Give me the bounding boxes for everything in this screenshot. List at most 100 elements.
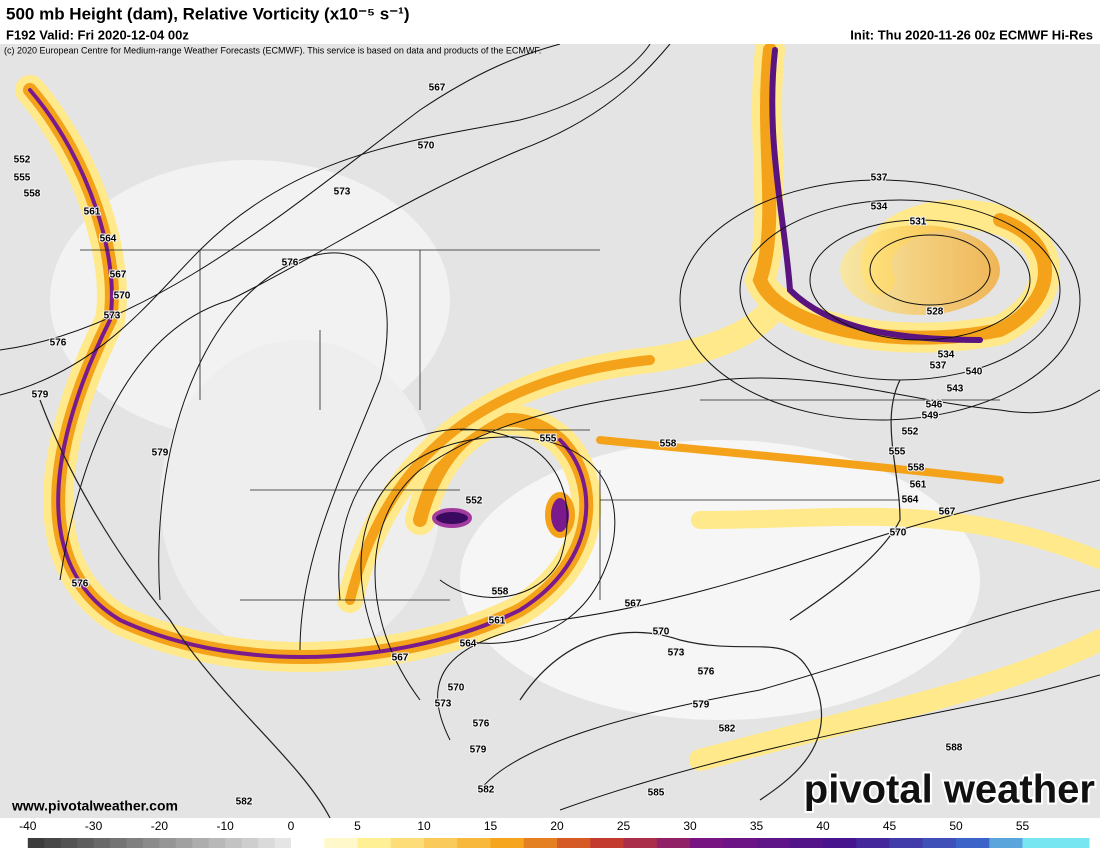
colorbar-swatch [192,838,210,848]
contour-label: 573 [334,187,351,198]
colorbar-swatch [27,838,45,848]
colorbar-tick-label: 10 [417,819,431,833]
colorbar-swatch [623,838,658,848]
contour-label: 582 [719,724,736,735]
colorbar-swatch [274,838,292,848]
colorbar-swatch [424,838,458,848]
colorbar-swatch [922,838,957,848]
colorbar-tick-label: 40 [816,819,830,833]
contour-label: 564 [460,639,477,650]
colorbar-swatch [142,838,160,848]
header-background [0,0,1100,44]
colorbar-swatch [208,838,226,848]
contour-label: 558 [492,587,509,598]
colorbar: -40 -30 -20 -10 0 5 10 15 20 25 30 35 40 45 50 55 [19,819,1090,848]
contour-label: 573 [668,648,685,659]
logo: pivotal weather [804,768,1095,812]
contour-label: 555 [540,434,557,445]
contour-label: 561 [910,480,927,491]
colorbar-tick-label: 0 [288,819,295,833]
colorbar-swatch [126,838,144,848]
colorbar-swatch [291,838,325,848]
colorbar-swatch [357,838,392,848]
colorbar-tick-label: -20 [151,819,169,833]
title: 500 mb Height (dam), Relative Vorticity … [6,4,410,23]
colorbar-tick-label: 25 [617,819,631,833]
contour-label: 558 [24,189,41,200]
colorbar-tick-label: -10 [217,819,235,833]
colorbar-swatch [457,838,491,848]
colorbar-tick-label: 55 [1016,819,1030,833]
contour-label: 543 [947,384,964,395]
contour-label: 567 [110,270,127,281]
colorbar-tick-label: -30 [85,819,103,833]
colorbar-swatch [258,838,276,848]
contour-label: 552 [14,155,31,166]
colorbar-swatch [656,838,691,848]
contour-label: 570 [114,291,131,302]
colorbar-swatch [1022,838,1057,848]
contour-label: 558 [908,463,925,474]
colorbar-tick-label: 15 [484,819,498,833]
colorbar-swatch [690,838,724,848]
contour-label: 582 [478,785,495,796]
colorbar-tick-label: 50 [949,819,963,833]
contour-label: 549 [922,411,939,422]
copyright: (c) 2020 European Centre for Medium-rang… [4,45,541,55]
contour-label: 537 [930,361,947,372]
contour-label: 552 [466,496,483,507]
colorbar-swatch [175,838,193,848]
colorbar-swatch [889,838,924,848]
colorbar-tick-label: 5 [354,819,361,833]
contour-labels: 5525555585615645675705735765795795765735… [13,82,984,809]
colorbar-swatch [44,838,62,848]
colorbar-swatch [789,838,824,848]
colorbar-swatch [225,838,243,848]
colorbar-swatch [490,838,525,848]
contour-label: 576 [50,338,67,349]
contour-label: 570 [448,683,465,694]
contour-label: 576 [473,719,490,730]
colorbar-swatch [241,838,259,848]
contour-label: 585 [648,788,665,799]
contour-label: 570 [418,141,435,152]
contour-label: 558 [660,439,677,450]
map [0,35,1100,819]
colorbar-swatch [557,838,591,848]
contour-label: 561 [84,207,101,218]
contour-label: 555 [889,447,906,458]
colorbar-tick-label: -40 [19,819,37,833]
colorbar-swatch [77,838,95,848]
colorbar-swatch [93,838,111,848]
colorbar-swatch [324,838,358,848]
contour-label: 576 [698,667,715,678]
colorbar-tick-label: 35 [750,819,764,833]
colorbar-swatch [60,838,78,848]
contour-label: 579 [693,700,710,711]
colorbar-swatch [1055,838,1090,848]
contour-label: 570 [890,528,907,539]
init-time: Init: Thu 2020-11-26 00z ECMWF Hi-Res [850,27,1093,42]
contour-label: 564 [100,234,117,245]
contour-label: 570 [653,627,670,638]
colorbar-swatch [823,838,857,848]
colorbar-tick-label: 30 [683,819,697,833]
contour-label: 564 [902,495,919,506]
contour-label: 579 [470,745,487,756]
colorbar-tick-label: 20 [550,819,564,833]
contour-label: 588 [946,743,963,754]
contour-label: 537 [871,173,888,184]
contour-label: 552 [902,427,919,438]
contour-label: 576 [282,258,299,269]
contour-label: 579 [152,448,169,459]
valid-time: F192 Valid: Fri 2020-12-04 00z [6,27,189,42]
contour-label: 567 [392,653,409,664]
contour-label: 567 [625,599,642,610]
contour-label: 531 [910,217,927,228]
colorbar-swatch [390,838,425,848]
colorbar-swatch [856,838,890,848]
contour-label: 540 [966,367,983,378]
colorbar-swatch [989,838,1023,848]
contour-label: 567 [939,507,956,518]
